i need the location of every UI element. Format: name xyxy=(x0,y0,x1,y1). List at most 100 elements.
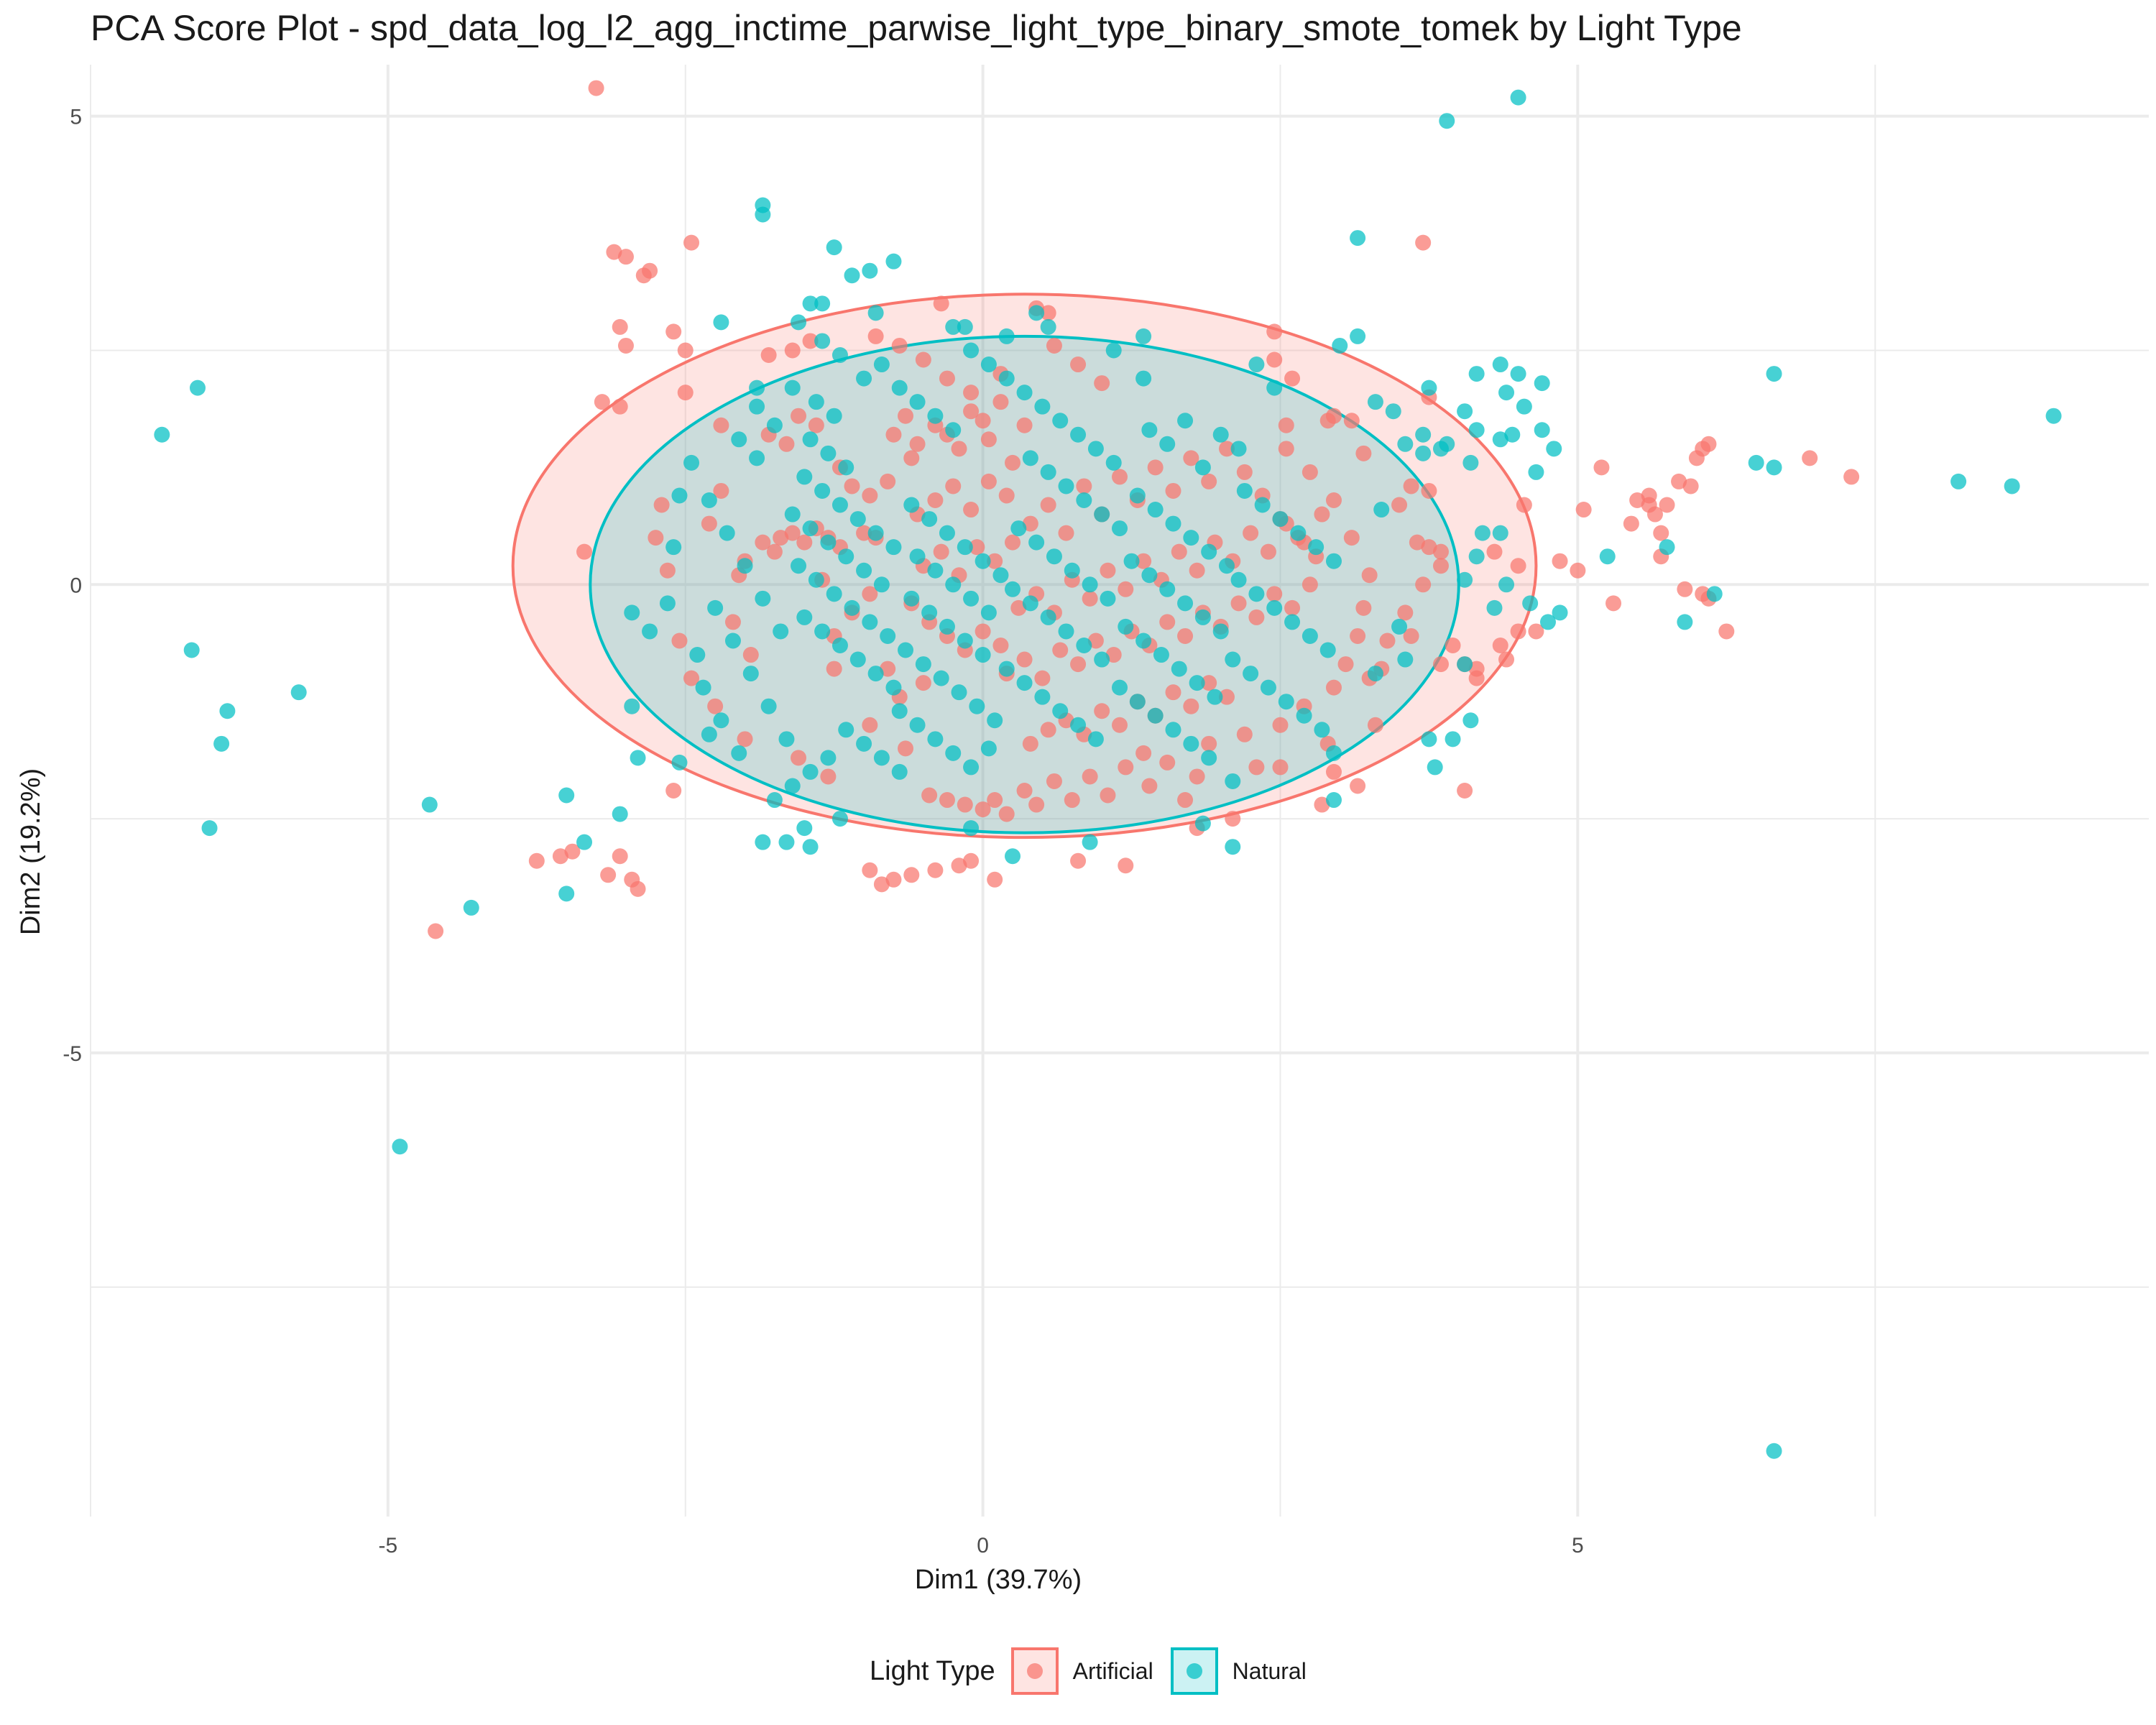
point-natural xyxy=(1230,571,1247,588)
point-artificial xyxy=(1243,525,1259,541)
point-natural xyxy=(975,553,991,569)
point-artificial xyxy=(588,80,604,96)
point-artificial xyxy=(1100,562,1116,579)
point-natural xyxy=(1462,454,1479,471)
point-artificial xyxy=(742,647,759,663)
point-natural xyxy=(1421,731,1437,748)
point-artificial xyxy=(915,351,931,368)
point-natural xyxy=(880,627,896,644)
point-natural xyxy=(1218,558,1235,574)
point-artificial xyxy=(1225,811,1241,827)
point-natural xyxy=(903,590,920,607)
point-natural xyxy=(1183,735,1199,752)
point-artificial xyxy=(1492,638,1508,653)
point-natural xyxy=(1034,398,1051,415)
point-artificial xyxy=(969,539,985,556)
point-natural xyxy=(1314,722,1330,738)
point-natural xyxy=(1468,366,1485,382)
point-natural xyxy=(737,558,753,574)
point-natural xyxy=(796,469,813,485)
point-artificial xyxy=(724,614,741,630)
point-artificial xyxy=(1421,482,1437,499)
point-artificial xyxy=(1040,722,1056,738)
point-natural xyxy=(927,562,944,579)
point-natural xyxy=(1087,441,1104,457)
point-natural xyxy=(1194,815,1211,832)
point-natural xyxy=(1040,609,1056,625)
point-natural xyxy=(1350,230,1366,247)
point-artificial xyxy=(1415,234,1432,251)
point-natural xyxy=(1486,599,1503,616)
point-artificial xyxy=(1718,623,1735,640)
point-artificial xyxy=(1135,553,1152,569)
point-natural xyxy=(713,712,729,729)
point-natural xyxy=(856,562,872,579)
point-natural xyxy=(1087,731,1104,748)
legend-title: Light Type xyxy=(870,1655,995,1686)
point-natural xyxy=(1194,459,1211,476)
point-artificial xyxy=(1022,735,1038,752)
point-artificial xyxy=(665,783,682,799)
point-natural xyxy=(1005,581,1021,597)
point-natural xyxy=(1748,454,1764,471)
point-natural xyxy=(1284,614,1301,630)
point-natural xyxy=(814,482,831,499)
point-artificial xyxy=(1266,351,1283,368)
point-natural xyxy=(695,679,711,696)
point-artificial xyxy=(862,717,878,733)
point-natural xyxy=(1492,356,1508,373)
point-artificial xyxy=(1272,759,1289,776)
point-artificial xyxy=(594,394,610,410)
point-natural xyxy=(219,703,236,719)
point-natural xyxy=(1266,380,1283,396)
point-natural xyxy=(1367,394,1383,410)
point-natural xyxy=(838,459,854,476)
point-natural xyxy=(1397,651,1414,668)
point-natural xyxy=(867,525,884,541)
point-natural xyxy=(701,726,717,742)
point-artificial xyxy=(975,623,991,640)
point-natural xyxy=(1016,385,1033,401)
point-artificial xyxy=(1659,497,1675,513)
point-natural xyxy=(624,604,640,621)
point-natural xyxy=(796,820,813,837)
point-natural xyxy=(1325,792,1342,809)
point-natural xyxy=(1474,525,1491,541)
point-artificial xyxy=(1177,792,1194,809)
point-natural xyxy=(1225,651,1241,668)
legend-label-natural: Natural xyxy=(1232,1657,1307,1684)
point-artificial xyxy=(1272,717,1289,733)
point-natural xyxy=(1070,426,1087,443)
point-artificial xyxy=(856,525,872,541)
point-natural xyxy=(1005,848,1021,865)
point-natural xyxy=(154,426,170,443)
legend-label-artificial: Artificial xyxy=(1072,1657,1153,1684)
point-natural xyxy=(683,454,700,471)
point-artificial xyxy=(1516,497,1532,513)
point-artificial xyxy=(1266,586,1283,602)
point-natural xyxy=(1147,502,1164,518)
point-artificial xyxy=(648,530,664,546)
x-tick-label: -5 xyxy=(379,1534,398,1558)
x-tick-label: 5 xyxy=(1572,1534,1584,1558)
point-artificial xyxy=(975,413,991,429)
point-natural xyxy=(749,398,765,415)
point-natural xyxy=(1010,520,1027,537)
point-natural xyxy=(1194,609,1211,625)
point-artificial xyxy=(1457,783,1473,799)
point-artificial xyxy=(1118,857,1134,874)
point-natural xyxy=(1546,441,1562,457)
point-natural xyxy=(1296,707,1312,724)
point-natural xyxy=(1201,750,1217,766)
point-artificial xyxy=(1314,796,1330,813)
point-artificial xyxy=(796,534,813,551)
point-natural xyxy=(1599,548,1616,565)
point-artificial xyxy=(1445,638,1461,653)
point-natural xyxy=(1766,459,1782,476)
point-artificial xyxy=(1623,515,1639,532)
point-artificial xyxy=(600,867,617,883)
point-natural xyxy=(826,408,842,424)
point-natural xyxy=(802,431,819,448)
point-artificial xyxy=(737,731,753,748)
point-natural xyxy=(671,754,688,770)
